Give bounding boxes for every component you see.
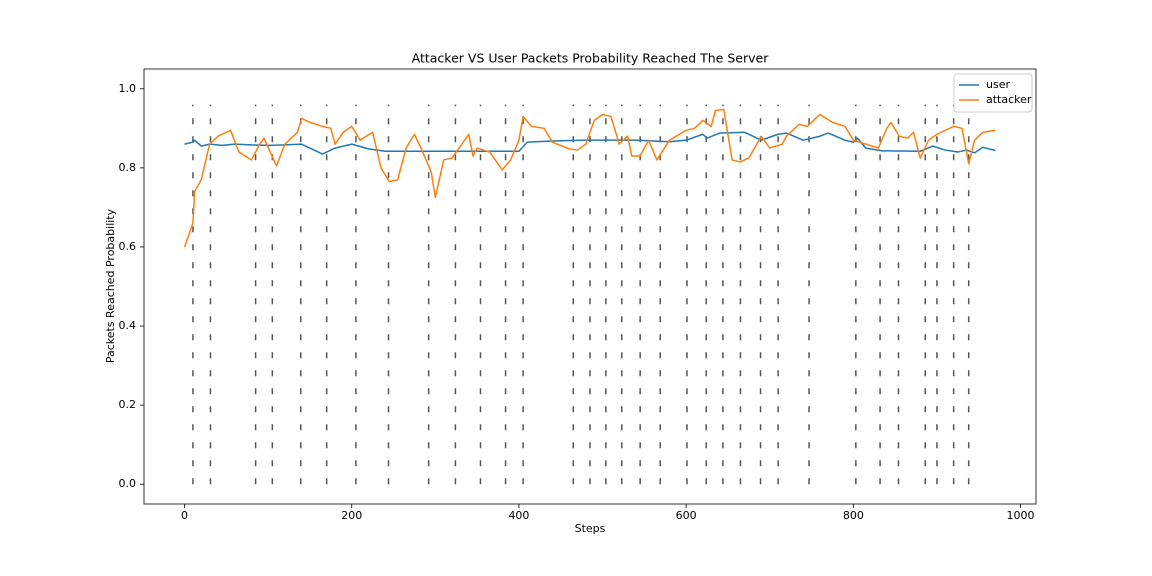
x-tick-label: 600: [676, 509, 697, 522]
chart-title: Attacker VS User Packets Probability Rea…: [412, 51, 770, 66]
x-axis-label: Steps: [575, 522, 606, 535]
y-tick-label: 0.2: [119, 398, 137, 411]
y-axis-label: Packets Reached Probability: [104, 208, 117, 363]
x-tick-label: 0: [181, 509, 188, 522]
x-tick-label: 1000: [1007, 509, 1035, 522]
y-tick-label: 1.0: [119, 82, 137, 95]
y-tick-label: 0.8: [119, 161, 137, 174]
y-tick-label: 0.6: [119, 240, 137, 253]
plot-frame: [143, 68, 1037, 505]
x-tick-label: 400: [508, 509, 529, 522]
x-tick-label: 200: [341, 509, 362, 522]
legend-label: attacker: [986, 93, 1032, 106]
x-tick-label: 800: [843, 509, 864, 522]
y-tick-label: 0.4: [119, 319, 137, 332]
y-tick-label: 0.0: [119, 477, 137, 490]
legend-box: [953, 73, 1033, 113]
data-line: [183, 108, 996, 248]
legend-label: user: [986, 78, 1010, 91]
data-line: [184, 131, 996, 155]
